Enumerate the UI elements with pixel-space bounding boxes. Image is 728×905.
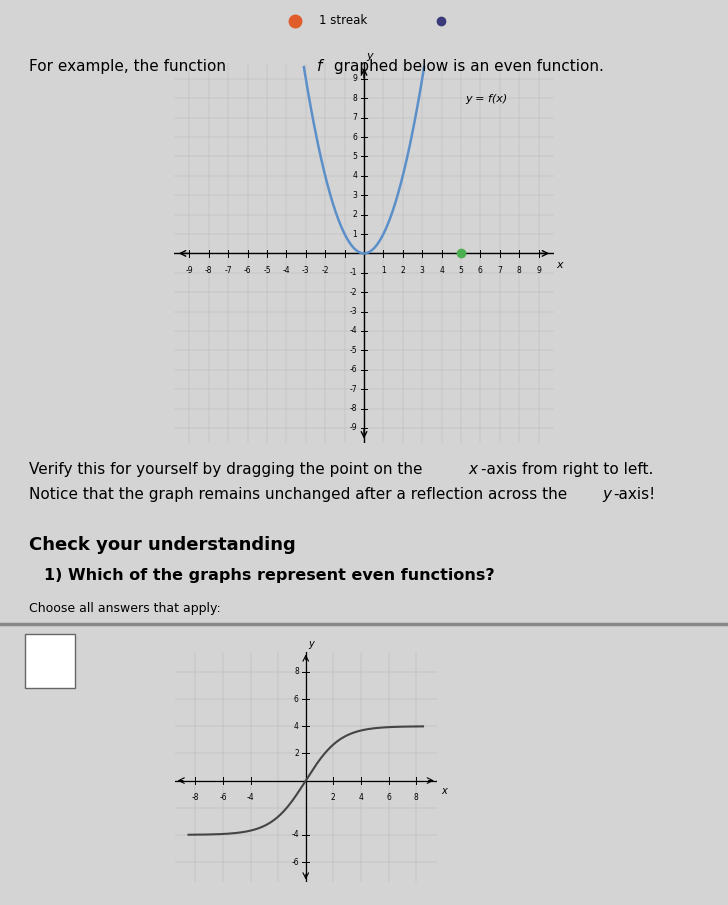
Text: y: y bbox=[602, 487, 611, 502]
Text: -8: -8 bbox=[349, 404, 357, 413]
Text: Choose all answers that apply:: Choose all answers that apply: bbox=[29, 602, 221, 614]
Text: -2: -2 bbox=[322, 266, 329, 275]
Text: 4: 4 bbox=[358, 793, 363, 802]
Text: 6: 6 bbox=[352, 132, 357, 141]
Text: 2: 2 bbox=[352, 210, 357, 219]
Text: -7: -7 bbox=[349, 385, 357, 394]
Text: -axis!: -axis! bbox=[614, 487, 656, 502]
Text: 1: 1 bbox=[381, 266, 386, 275]
Text: x: x bbox=[441, 786, 447, 796]
Text: 9: 9 bbox=[536, 266, 541, 275]
Text: x: x bbox=[556, 260, 563, 270]
Text: -5: -5 bbox=[349, 346, 357, 355]
Text: 9: 9 bbox=[352, 74, 357, 83]
Text: 5: 5 bbox=[352, 152, 357, 161]
Text: -6: -6 bbox=[291, 858, 299, 866]
Text: -3: -3 bbox=[349, 307, 357, 316]
Text: 8: 8 bbox=[352, 94, 357, 103]
Text: 8: 8 bbox=[294, 668, 299, 676]
Text: -6: -6 bbox=[219, 793, 227, 802]
Text: -4: -4 bbox=[291, 831, 299, 839]
Text: 6: 6 bbox=[294, 695, 299, 703]
Text: -5: -5 bbox=[264, 266, 271, 275]
Text: -4: -4 bbox=[349, 327, 357, 336]
Text: 4: 4 bbox=[439, 266, 444, 275]
Text: 7: 7 bbox=[352, 113, 357, 122]
Text: -axis from right to left.: -axis from right to left. bbox=[481, 462, 654, 477]
Text: Notice that the graph remains unchanged after a reflection across the: Notice that the graph remains unchanged … bbox=[29, 487, 572, 502]
Text: 6: 6 bbox=[386, 793, 391, 802]
Text: 4: 4 bbox=[352, 171, 357, 180]
Text: 7: 7 bbox=[497, 266, 502, 275]
Text: 2: 2 bbox=[400, 266, 405, 275]
Text: y: y bbox=[366, 52, 373, 62]
Text: f: f bbox=[317, 59, 322, 74]
Text: x: x bbox=[469, 462, 478, 477]
Text: 1 streak: 1 streak bbox=[319, 14, 367, 27]
Text: For example, the function: For example, the function bbox=[29, 59, 231, 74]
Text: 4: 4 bbox=[294, 722, 299, 730]
Text: -6: -6 bbox=[244, 266, 251, 275]
Text: -6: -6 bbox=[349, 366, 357, 375]
Text: 1) Which of the graphs represent even functions?: 1) Which of the graphs represent even fu… bbox=[44, 568, 494, 584]
FancyBboxPatch shape bbox=[25, 634, 75, 688]
Text: 2: 2 bbox=[294, 749, 299, 757]
Text: -7: -7 bbox=[224, 266, 232, 275]
Text: -4: -4 bbox=[247, 793, 254, 802]
Text: 8: 8 bbox=[414, 793, 419, 802]
Text: graphed below is an even function.: graphed below is an even function. bbox=[329, 59, 604, 74]
Text: 6: 6 bbox=[478, 266, 483, 275]
Text: -1: -1 bbox=[349, 268, 357, 277]
Text: y = f(x): y = f(x) bbox=[465, 94, 507, 104]
Text: A: A bbox=[45, 654, 55, 667]
Text: -9: -9 bbox=[186, 266, 193, 275]
Text: -8: -8 bbox=[205, 266, 213, 275]
Text: 1: 1 bbox=[352, 230, 357, 239]
Text: -3: -3 bbox=[302, 266, 309, 275]
Text: y: y bbox=[309, 639, 314, 649]
Text: Check your understanding: Check your understanding bbox=[29, 536, 296, 554]
Text: 8: 8 bbox=[517, 266, 521, 275]
Text: -8: -8 bbox=[191, 793, 199, 802]
Text: -9: -9 bbox=[349, 424, 357, 433]
Text: 3: 3 bbox=[352, 191, 357, 200]
Text: 3: 3 bbox=[420, 266, 424, 275]
Text: -4: -4 bbox=[282, 266, 290, 275]
Text: -2: -2 bbox=[349, 288, 357, 297]
Text: Verify this for yourself by dragging the point on the: Verify this for yourself by dragging the… bbox=[29, 462, 427, 477]
Text: 2: 2 bbox=[331, 793, 336, 802]
Text: 5: 5 bbox=[459, 266, 464, 275]
